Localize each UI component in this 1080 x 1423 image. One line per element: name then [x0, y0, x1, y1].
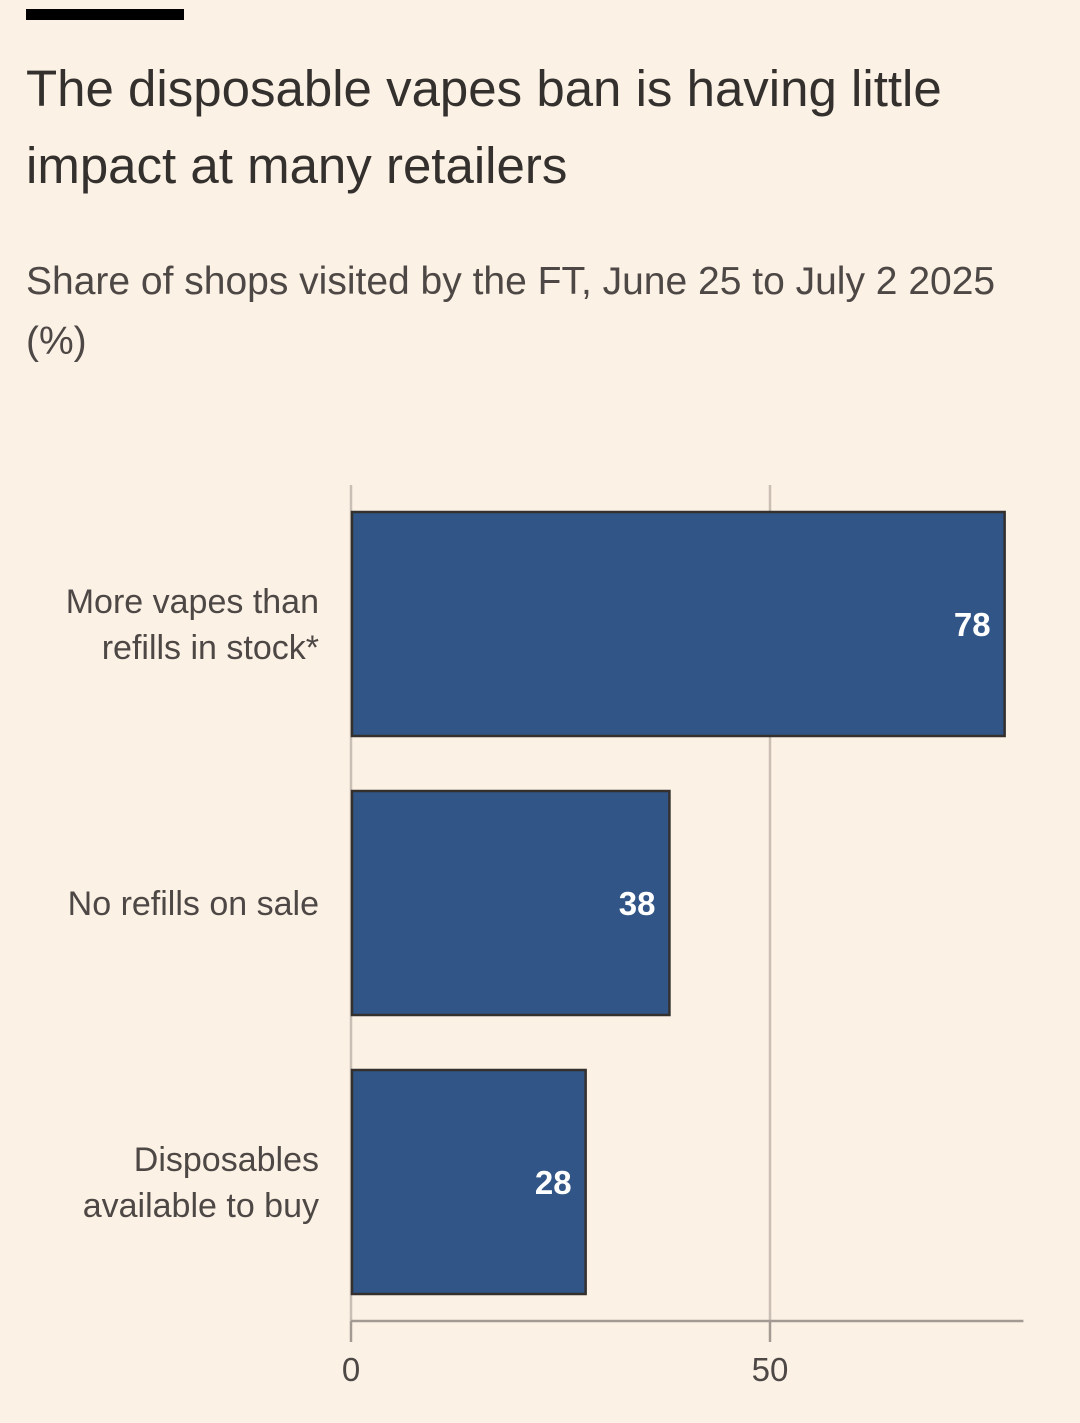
bar-0: [350, 510, 1006, 738]
chart-subtitle: Share of shops visited by the FT, June 2…: [26, 260, 996, 363]
x-tick-label: 0: [342, 1351, 360, 1388]
chart-title: The disposable vapes ban is having littl…: [26, 60, 942, 194]
bar-2: [350, 1068, 587, 1296]
category-label-line: No refills on sale: [68, 885, 319, 923]
category-label: No refills on sale: [68, 885, 319, 923]
category-label-line: More vapes than: [66, 583, 319, 621]
category-label-line: Disposables: [134, 1141, 319, 1179]
category-label-line: refills in stock*: [102, 629, 319, 667]
category-label: Disposables available to buy: [83, 1141, 319, 1225]
top-rule: [26, 9, 184, 20]
bar-1: [350, 789, 671, 1017]
bars: 78 38 28: [350, 510, 1006, 1296]
category-labels: More vapes than refills in stock* No refil…: [66, 583, 319, 1225]
category-label-line: available to buy: [83, 1187, 319, 1225]
value-label: 28: [535, 1164, 572, 1201]
x-axis: 0 50: [342, 1319, 1024, 1388]
value-label: 38: [619, 885, 656, 922]
x-tick-label: 50: [752, 1351, 789, 1388]
category-label: More vapes than refills in stock*: [66, 583, 319, 667]
value-label: 78: [954, 606, 991, 643]
